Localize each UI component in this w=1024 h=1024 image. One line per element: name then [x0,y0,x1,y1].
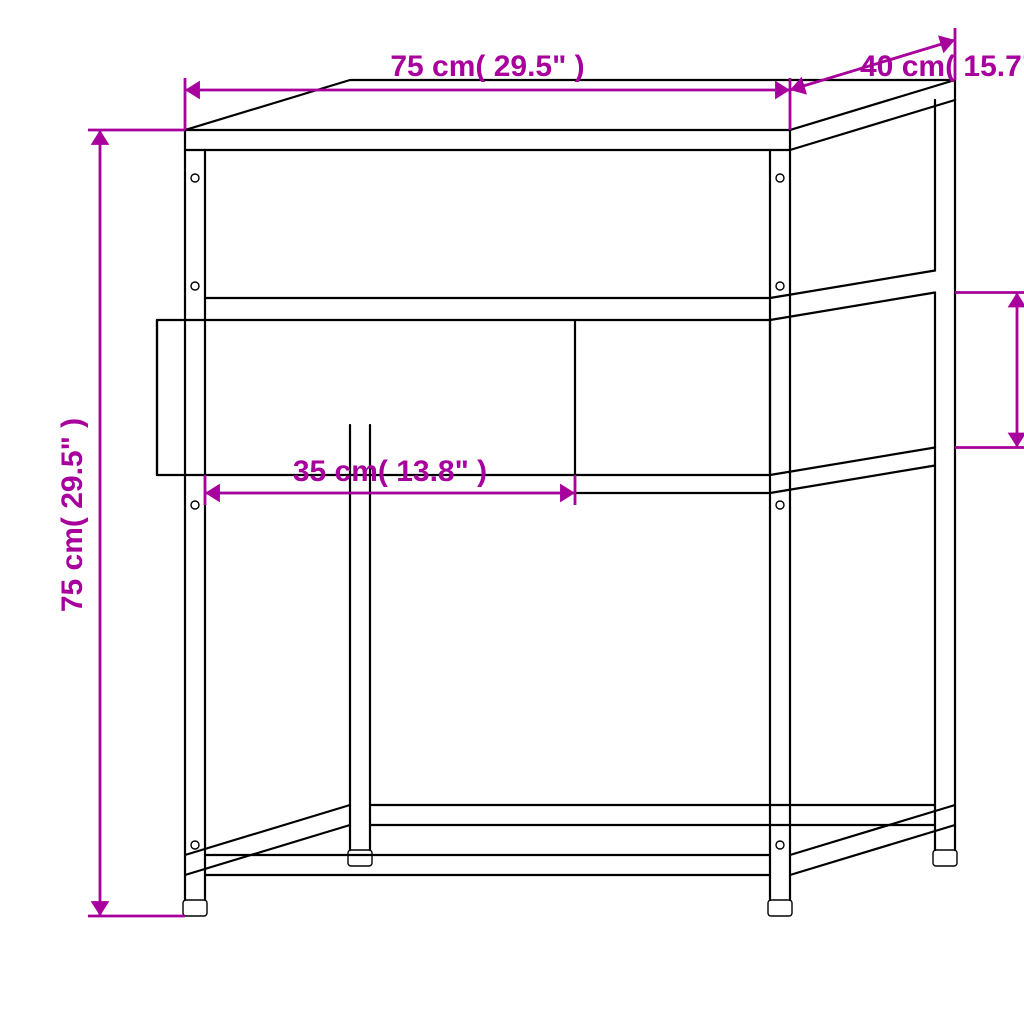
dimension-lines [88,28,1024,916]
dim-drawer-width-label: 35 cm( 13.8" ) [293,455,487,488]
dim-depth-label: 40 cm( 15.7" ) [860,50,1024,83]
dimension-diagram: 75 cm( 29.5" ) 40 cm( 15.7" ) 75 cm( 29.5"… [0,0,1024,1024]
dimension-labels: 75 cm( 29.5" ) 40 cm( 15.7" ) 75 cm( 29.5"… [56,50,1024,612]
furniture-outline [157,80,957,916]
dim-height-label: 75 cm( 29.5" ) [56,418,89,612]
dim-width-label: 75 cm( 29.5" ) [390,50,584,83]
